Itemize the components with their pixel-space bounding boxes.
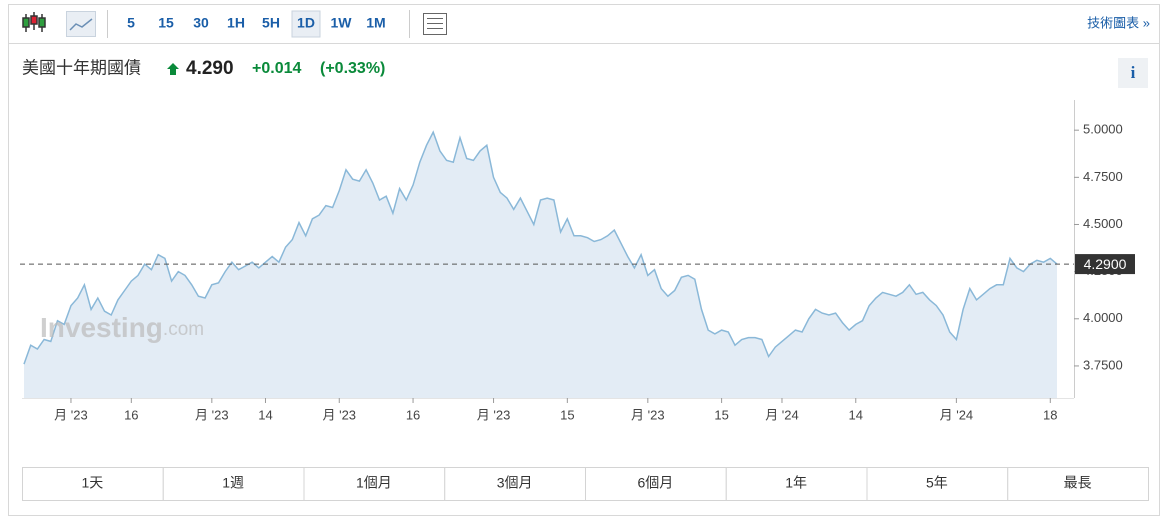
- range-button[interactable]: [162, 467, 305, 501]
- current-price-box: [1075, 254, 1135, 275]
- range-label: 5年: [926, 475, 948, 491]
- x-tick-label: 14: [849, 407, 863, 422]
- x-tick-label: 月 '23: [322, 407, 356, 422]
- range-label: 1天: [81, 475, 103, 491]
- change: +0.014: [252, 60, 301, 77]
- y-tick-label: 3.7500: [1083, 357, 1123, 372]
- range-button[interactable]: [585, 467, 727, 501]
- info-button[interactable]: [1118, 58, 1148, 88]
- interval-button[interactable]: 30: [193, 15, 209, 31]
- x-tick-label: 月 '23: [477, 407, 511, 422]
- x-tick-label: 18: [1043, 407, 1057, 422]
- y-tick-label: 4.7500: [1083, 169, 1123, 184]
- y-tick-label: 4.0000: [1083, 310, 1123, 325]
- range-label: 1週: [222, 475, 244, 491]
- table-icon[interactable]: [423, 13, 447, 35]
- range-button[interactable]: [444, 467, 586, 501]
- x-tick-label: 15: [714, 407, 728, 422]
- interval-button[interactable]: 1W: [331, 15, 353, 31]
- interval-active-bg: [291, 10, 321, 38]
- range-label: 1個月: [356, 475, 392, 491]
- x-tick-label: 16: [406, 407, 420, 422]
- interval-button[interactable]: 5: [127, 15, 135, 31]
- x-tick-label: 月 '24: [940, 407, 974, 422]
- info-label: i: [1131, 63, 1136, 82]
- up-arrow: [167, 63, 179, 75]
- watermark-suffix: .com: [163, 319, 204, 340]
- interval-button[interactable]: 1H: [227, 15, 245, 31]
- candle-icon[interactable]: [22, 12, 46, 32]
- area-icon[interactable]: [66, 11, 96, 37]
- range-button[interactable]: [866, 467, 1009, 501]
- x-tick-label: 15: [560, 407, 574, 422]
- y-tick-label: 5.0000: [1083, 122, 1123, 137]
- x-tick-label: 月 '23: [54, 407, 88, 422]
- range-label: 6個月: [637, 475, 673, 491]
- instrument-name: 美國十年期國債: [22, 58, 141, 77]
- x-tick-label: 月 '24: [765, 407, 799, 422]
- range-button[interactable]: [725, 467, 868, 501]
- x-tick-label: 月 '23: [631, 407, 665, 422]
- interval-button[interactable]: 1D: [297, 15, 315, 31]
- interval-button[interactable]: 15: [158, 15, 174, 31]
- y-tick-label: 4.5000: [1083, 216, 1123, 231]
- technical-chart-link[interactable]: 技術圖表 »: [1087, 15, 1150, 30]
- interval-button[interactable]: 5H: [262, 15, 280, 31]
- price-line: [23, 130, 1058, 365]
- range-label: 1年: [785, 475, 807, 491]
- range-label: 最長: [1064, 475, 1092, 491]
- x-tick-label: 月 '23: [195, 407, 229, 422]
- watermark-brand: Investing: [40, 312, 163, 343]
- range-button[interactable]: [22, 467, 164, 501]
- interval-button[interactable]: 1M: [366, 15, 385, 31]
- range-button[interactable]: [303, 467, 446, 501]
- price: 4.290: [186, 58, 234, 79]
- change-pct: (+0.33%): [320, 60, 385, 77]
- range-label: 3個月: [497, 475, 533, 491]
- x-tick-label: 14: [258, 407, 272, 422]
- current-price-label: 4.2900: [1084, 256, 1127, 272]
- range-button[interactable]: [1007, 467, 1149, 501]
- area-icon-line: [69, 18, 93, 31]
- x-tick-label: 16: [124, 407, 138, 422]
- watermark: Investing.com: [40, 312, 204, 343]
